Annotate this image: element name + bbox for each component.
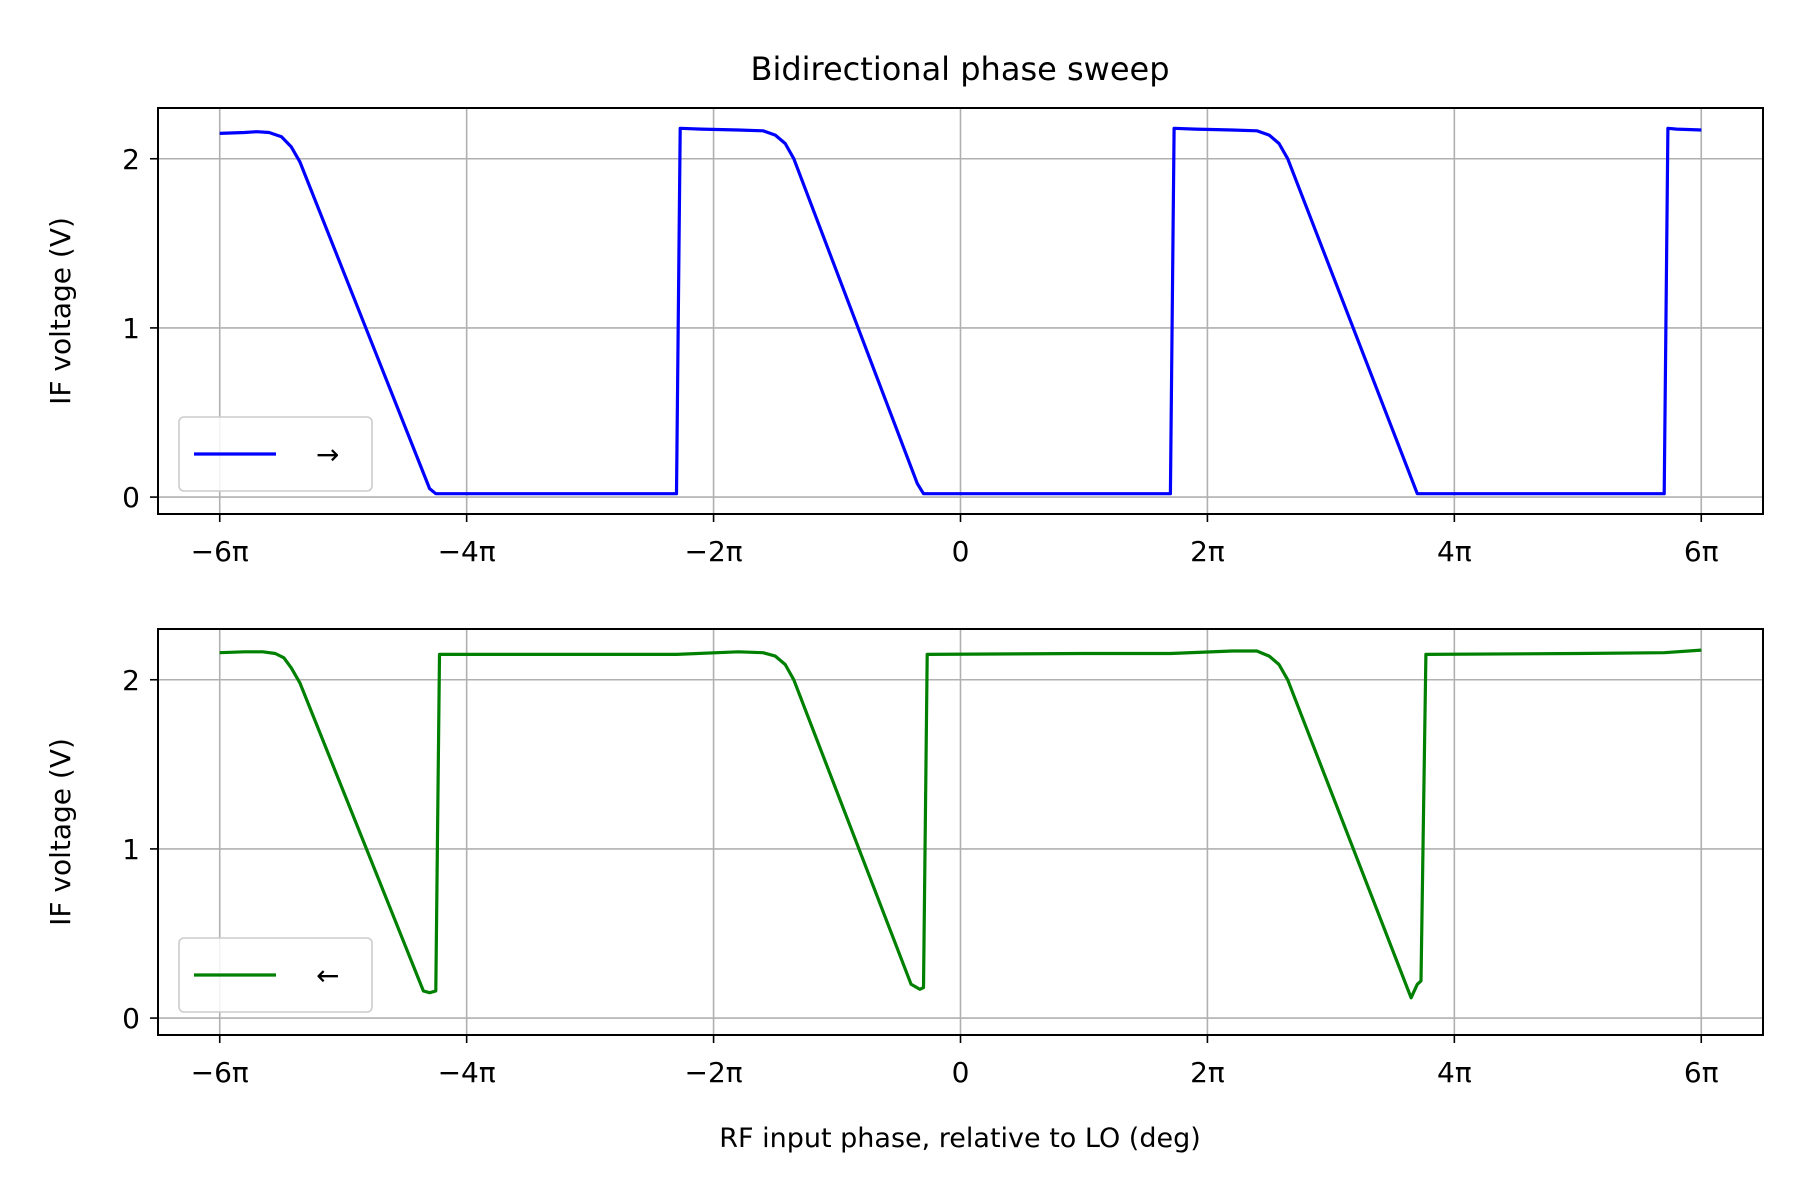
x-tick-label: −2π: [685, 535, 743, 568]
y-tick-label: 0: [122, 1002, 140, 1035]
x-tick-label: 0: [952, 535, 970, 568]
x-tick-label: 0: [952, 1056, 970, 1089]
figure-title: Bidirectional phase sweep: [750, 50, 1169, 88]
y-axis-label: IF voltage (V): [44, 217, 77, 405]
legend-label: ←: [316, 959, 339, 992]
x-tick-label: 6π: [1684, 1056, 1719, 1089]
x-tick-label: −2π: [685, 1056, 743, 1089]
legend: →: [178, 416, 373, 492]
legend: ←: [178, 937, 373, 1013]
x-tick-label: −6π: [191, 535, 249, 568]
top-panel: −6π −4π −2π 0 2π 4π 6π 0 1 2 IF voltage (V) →: [44, 107, 1764, 568]
series-line-forward: [219, 126, 1702, 496]
x-tick-label: 2π: [1190, 1056, 1225, 1089]
y-tick-label: 2: [122, 143, 140, 176]
y-tick-label: 1: [122, 312, 140, 345]
x-tick-label: −4π: [438, 1056, 496, 1089]
series-line-backward: [219, 648, 1702, 1000]
x-tick-label: −6π: [191, 1056, 249, 1089]
bottom-panel: −6π −4π −2π 0 2π 4π 6π 0 1 2 IF voltage (V) ←: [44, 628, 1764, 1089]
x-tick-label: −4π: [438, 535, 496, 568]
y-tick-label: 0: [122, 481, 140, 514]
legend-label: →: [316, 438, 339, 471]
x-axis-label: RF input phase, relative to LO (deg): [719, 1123, 1201, 1154]
x-tick-label: 6π: [1684, 535, 1719, 568]
x-tick-label: 4π: [1437, 1056, 1472, 1089]
y-tick-label: 2: [122, 664, 140, 697]
x-tick-label: 2π: [1190, 535, 1225, 568]
x-tick-label: 4π: [1437, 535, 1472, 568]
y-tick-label: 1: [122, 833, 140, 866]
y-axis-label: IF voltage (V): [44, 738, 77, 926]
